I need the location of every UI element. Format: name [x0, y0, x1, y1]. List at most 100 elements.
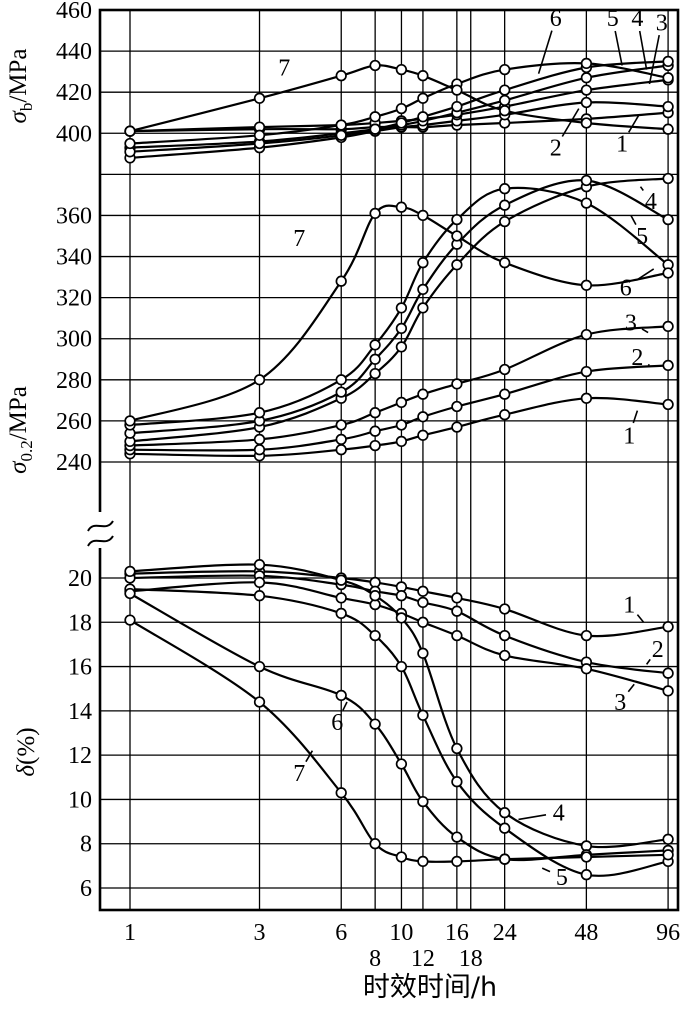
data-marker-elongation-2	[662, 667, 674, 679]
data-marker-yield-strength-1	[369, 439, 381, 452]
series-line-tensile-strength-6	[128, 62, 670, 145]
data-marker-yield-strength-6	[580, 197, 593, 209]
data-marker-elongation-5	[580, 869, 593, 881]
plot-frame	[98, 8, 680, 912]
data-marker-elongation-3	[499, 649, 511, 662]
curve-label-leader-elongation-2	[645, 658, 651, 665]
data-marker-yield-strength-7	[253, 374, 266, 386]
data-marker-yield-strength-2	[451, 400, 463, 413]
curve-label-tensile-strength-3: 3	[656, 10, 668, 36]
series-line-elongation-7	[128, 619, 670, 863]
curve-label-tensile-strength-4: 4	[631, 6, 643, 32]
data-marker-elongation-4	[417, 647, 429, 659]
panel-yield-strength: 7 4 56 3 2 1	[124, 172, 674, 462]
gridlines	[100, 9, 678, 910]
data-marker-yield-strength-3	[369, 407, 381, 419]
x-tick-label-18: 18	[459, 946, 483, 972]
panel-tensile-strength: 7 6 5 4 3 2 1	[124, 6, 674, 164]
curve-label-yield-strength-6: 6	[620, 275, 632, 301]
y-tick-label-16: 16	[68, 655, 92, 681]
data-marker-yield-strength-5	[417, 283, 429, 296]
data-marker-tensile-strength-7	[662, 123, 674, 135]
curve-label-leader-tensile-strength-3	[648, 34, 660, 85]
data-marker-elongation-7	[417, 855, 429, 868]
curve-label-yield-strength-7: 7	[293, 226, 305, 252]
data-marker-tensile-strength-6	[124, 137, 136, 150]
curve-label-leader-tensile-strength-2	[561, 108, 580, 137]
data-marker-elongation-4	[395, 612, 408, 624]
data-marker-yield-strength-7	[580, 279, 593, 291]
data-marker-tensile-strength-7	[369, 59, 381, 72]
y-tick-label-360: 360	[56, 203, 92, 229]
data-marker-elongation-6	[417, 795, 429, 808]
curve-label-tensile-strength-1: 1	[616, 132, 628, 158]
y-tick-label-460: 460	[56, 0, 92, 24]
data-marker-yield-strength-1	[580, 392, 593, 404]
data-marker-elongation-7	[451, 855, 463, 868]
data-marker-yield-strength-1	[451, 421, 463, 433]
series-line-yield-strength-1	[128, 396, 670, 458]
curve-label-tensile-strength-6: 6	[550, 6, 562, 32]
data-marker-elongation-5	[395, 660, 408, 673]
data-marker-elongation-5	[335, 607, 347, 620]
data-marker-yield-strength-1	[417, 429, 429, 441]
data-marker-elongation-6	[335, 689, 347, 702]
data-marker-yield-strength-3	[395, 396, 408, 409]
data-marker-elongation-7	[124, 614, 136, 626]
data-marker-tensile-strength-7	[499, 105, 511, 117]
data-marker-elongation-1	[662, 621, 674, 633]
axis-break-squiggle	[87, 535, 114, 547]
data-marker-elongation-1	[580, 629, 593, 642]
data-marker-elongation-7	[369, 838, 381, 850]
data-marker-yield-strength-3	[662, 320, 674, 333]
curve-label-elongation-7: 7	[293, 761, 305, 787]
curve-label-tensile-strength-7: 7	[278, 56, 290, 82]
data-marker-elongation-3	[662, 685, 674, 697]
series-line-elongation-5	[128, 588, 670, 877]
data-marker-elongation-3	[253, 576, 266, 589]
curve-label-leader-elongation-5	[541, 867, 551, 873]
data-marker-yield-strength-4	[395, 341, 408, 353]
data-marker-tensile-strength-5	[451, 100, 463, 113]
curve-label-yield-strength-5: 5	[636, 224, 648, 250]
data-marker-elongation-5	[417, 709, 429, 721]
curve-label-leader-tensile-strength-5	[614, 30, 623, 66]
data-marker-elongation-3	[417, 616, 429, 628]
data-marker-elongation-4	[335, 574, 347, 586]
data-marker-elongation-2	[451, 605, 463, 617]
data-marker-yield-strength-3	[499, 363, 511, 376]
curve-label-elongation-2: 2	[652, 637, 664, 663]
data-marker-elongation-7	[253, 696, 266, 708]
data-marker-yield-strength-7	[369, 207, 381, 220]
data-marker-tensile-strength-2	[580, 96, 593, 109]
x-tick-label-8: 8	[369, 946, 381, 972]
data-marker-elongation-3	[580, 663, 593, 675]
series-line-yield-strength-6	[128, 186, 670, 427]
data-marker-yield-strength-4	[369, 367, 381, 380]
data-marker-yield-strength-5	[580, 174, 593, 187]
data-marker-elongation-5	[451, 776, 463, 788]
data-marker-tensile-strength-7	[124, 125, 136, 137]
curve-label-yield-strength-2: 2	[631, 345, 643, 371]
data-marker-yield-strength-6	[417, 257, 429, 269]
data-marker-tensile-strength-4	[499, 94, 511, 107]
data-marker-tensile-strength-5	[662, 55, 674, 68]
y-tick-label-20: 20	[68, 566, 92, 592]
data-marker-yield-strength-3	[417, 388, 429, 400]
y-tick-label-240: 240	[56, 450, 92, 476]
curve-label-leader-yield-strength-4	[639, 186, 644, 191]
data-marker-yield-strength-6	[499, 183, 511, 195]
data-marker-elongation-3	[451, 629, 463, 642]
data-marker-tensile-strength-7	[417, 70, 429, 82]
data-marker-yield-strength-2	[662, 359, 674, 372]
data-marker-tensile-strength-6	[580, 57, 593, 70]
curve-label-yield-strength-1: 1	[623, 423, 635, 449]
curve-label-leader-elongation-4	[518, 814, 547, 821]
data-marker-elongation-6	[395, 758, 408, 770]
curve-label-yield-strength-3: 3	[625, 310, 637, 336]
data-marker-yield-strength-7	[395, 201, 408, 213]
y-tick-label-320: 320	[56, 286, 92, 312]
data-marker-yield-strength-2	[395, 419, 408, 431]
data-marker-yield-strength-6	[253, 407, 266, 419]
data-marker-elongation-7	[499, 853, 511, 865]
